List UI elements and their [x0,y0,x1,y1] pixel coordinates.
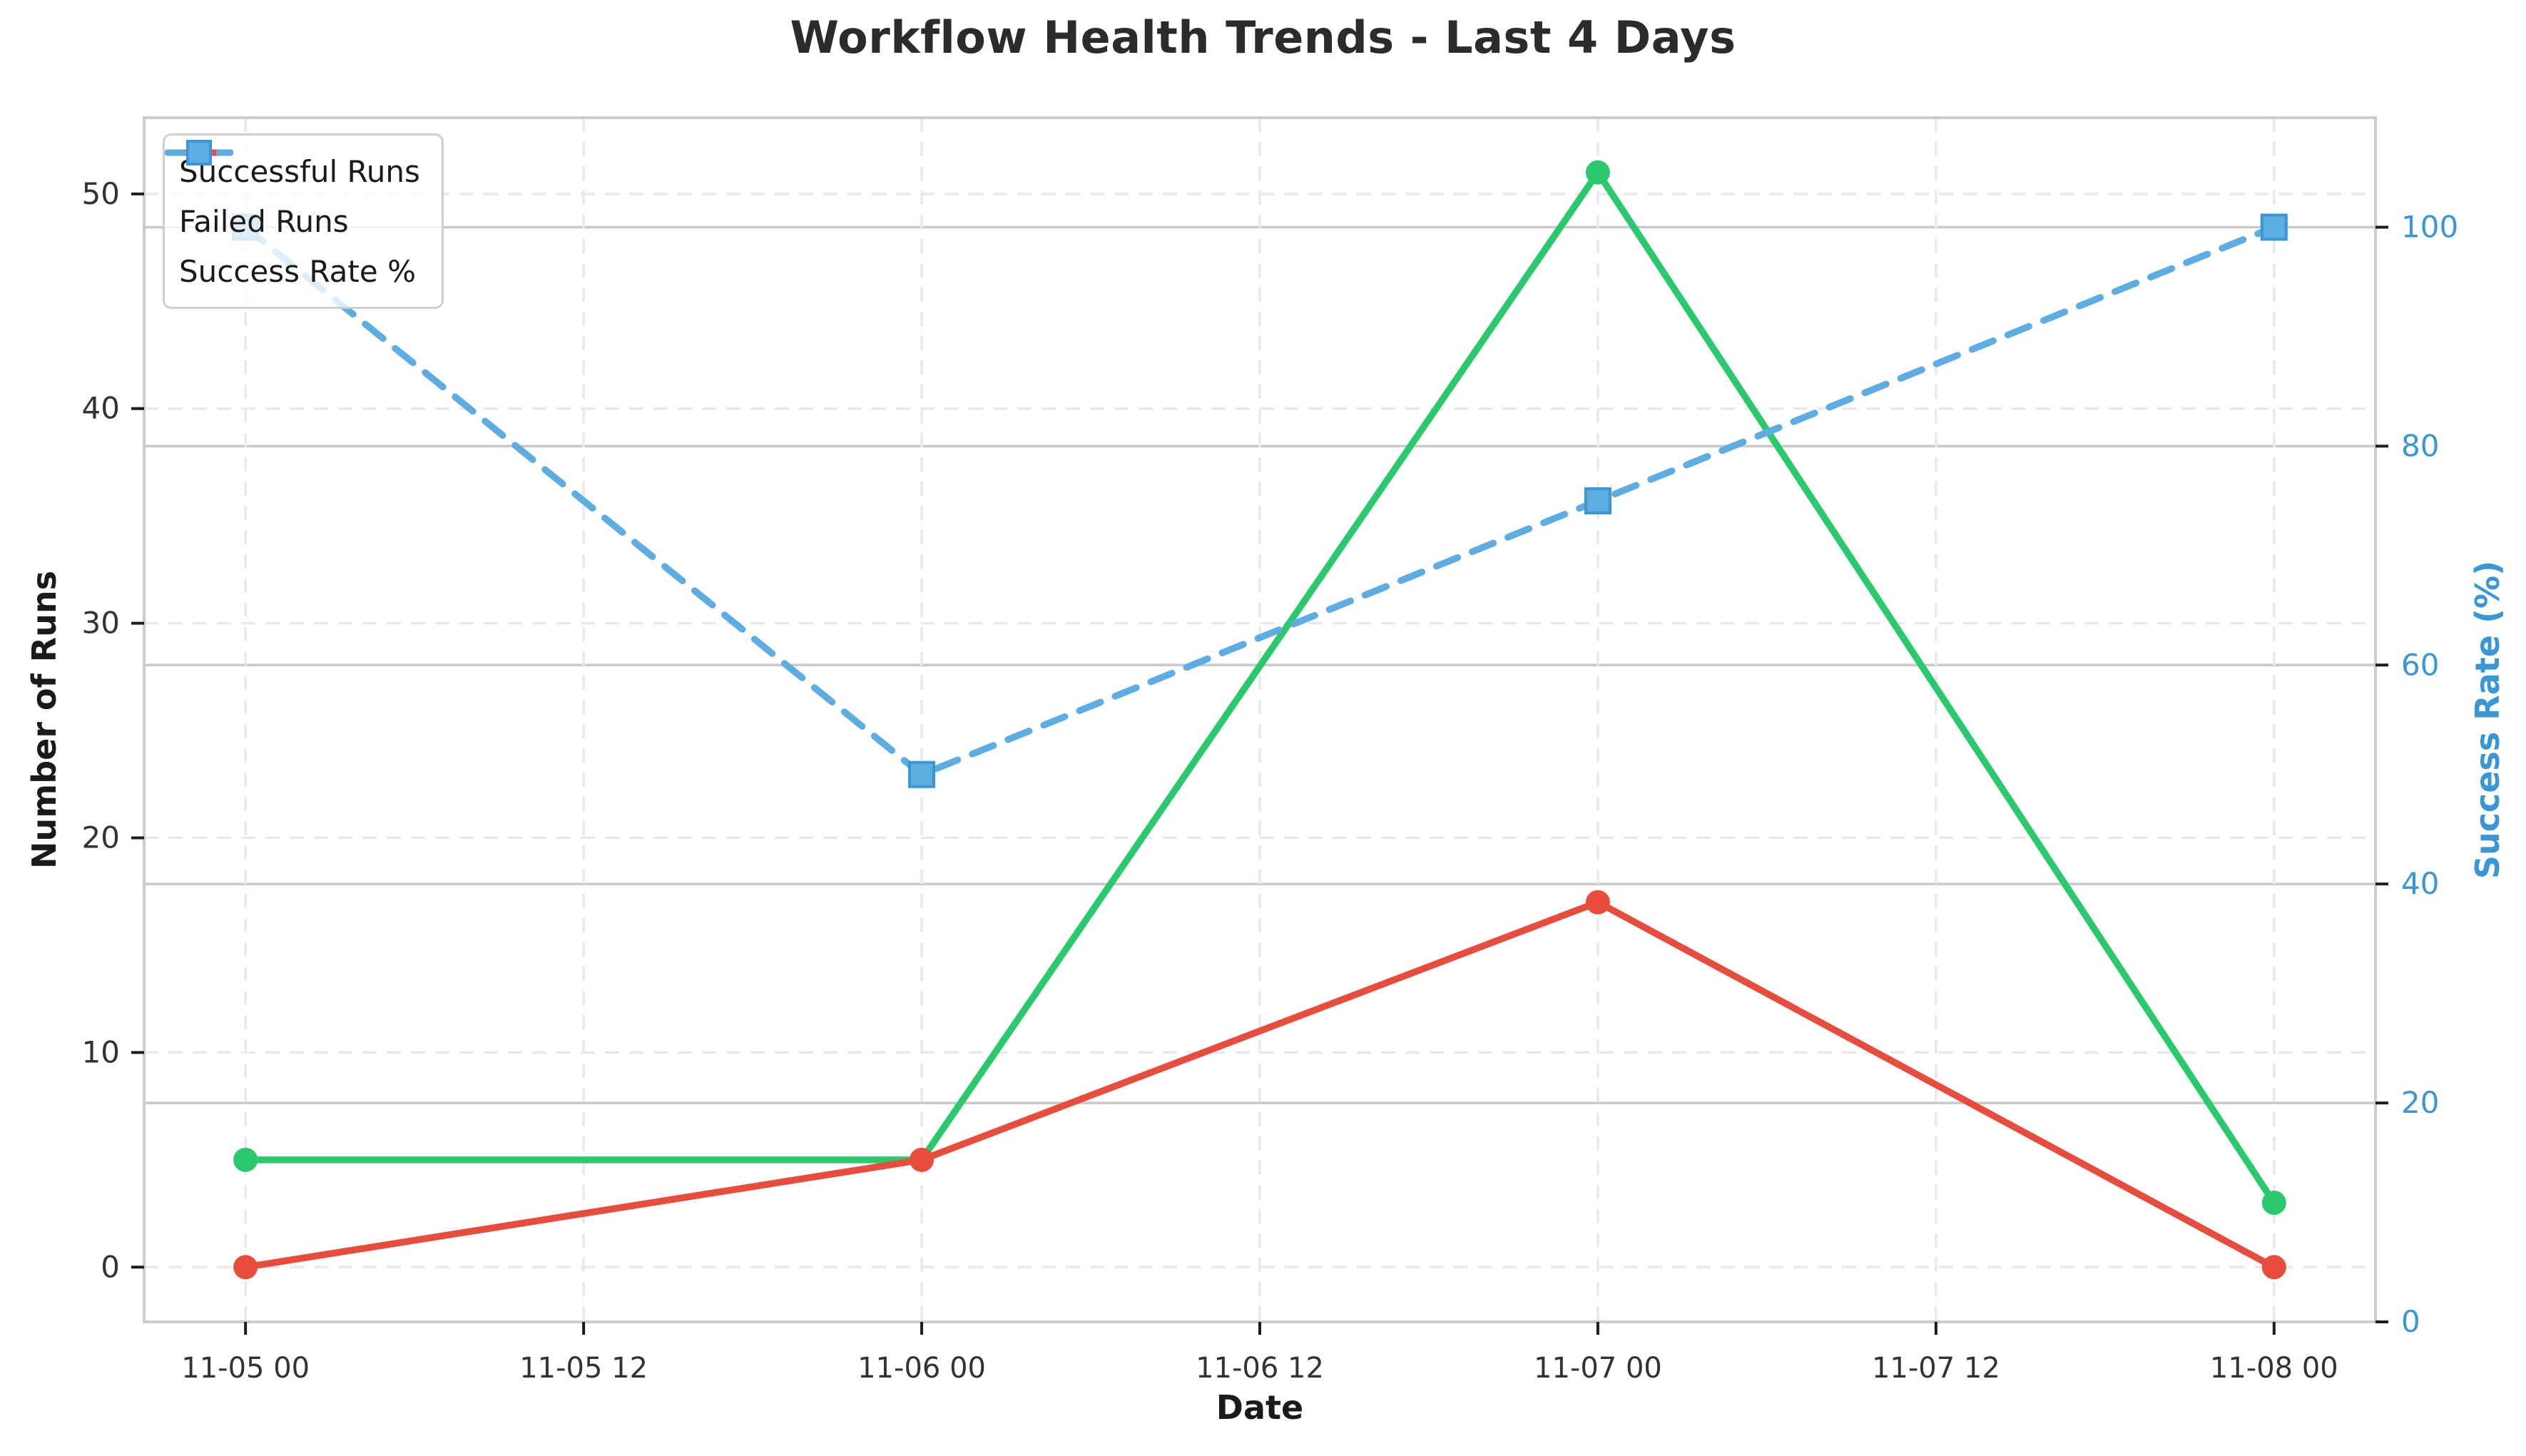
legend-glyph-line-square [165,140,233,166]
x-tick-label: 11-06 00 [857,1352,986,1385]
legend: Successful Runs Failed Runs Success Rate % [163,133,444,309]
data-point-marker [233,1255,258,1280]
right-tick-label: 100 [2401,209,2458,244]
right-tick-label: 20 [2401,1085,2439,1120]
legend-item-2: Success Rate % [165,140,420,294]
left-tick-label: 0 [101,1249,120,1284]
data-point-marker [2261,1255,2286,1280]
legend-label: Failed Runs [179,203,349,239]
data-point-marker [1585,890,1610,915]
x-tick-label: 11-07 00 [1534,1352,1662,1385]
left-tick-label: 40 [82,391,120,426]
legend-label: Success Rate % [179,253,416,289]
x-tick-label: 11-07 12 [1872,1352,2000,1385]
right-tick-label: 40 [2401,866,2439,901]
series-line-0 [242,168,2278,1206]
right-axis-label: Success Rate (%) [2468,560,2507,880]
right-tick-label: 60 [2401,647,2439,682]
right-tick-label: 80 [2401,428,2439,463]
left-tick-label: 20 [82,820,120,855]
data-point-marker [233,1147,258,1172]
data-point-marker [2260,213,2288,241]
x-tick-label: 11-06 12 [1196,1352,1324,1385]
x-axis-label: Date [1216,1388,1304,1427]
x-tick-label: 11-08 00 [2210,1352,2338,1385]
data-point-marker [908,760,936,788]
right-tick-label: 0 [2401,1304,2420,1339]
left-tick-label: 50 [82,176,120,211]
data-point-marker [910,1147,934,1172]
left-tick-label: 10 [82,1034,120,1069]
series-line-1 [242,899,2278,1271]
x-tick-label: 11-05 00 [181,1352,310,1385]
data-point-marker [1584,487,1611,515]
series-line-2 [242,223,2278,778]
x-tick-label: 11-05 12 [519,1352,648,1385]
data-point-marker [2261,1191,2286,1216]
left-axis-label: Number of Runs [25,571,63,869]
left-tick-label: 30 [82,606,120,641]
chart-title: Workflow Health Trends - Last 4 Days [790,11,1736,63]
legend-label: Successful Runs [179,153,420,189]
legend-item-1: Failed Runs [165,141,420,244]
data-point-marker [1585,160,1610,185]
